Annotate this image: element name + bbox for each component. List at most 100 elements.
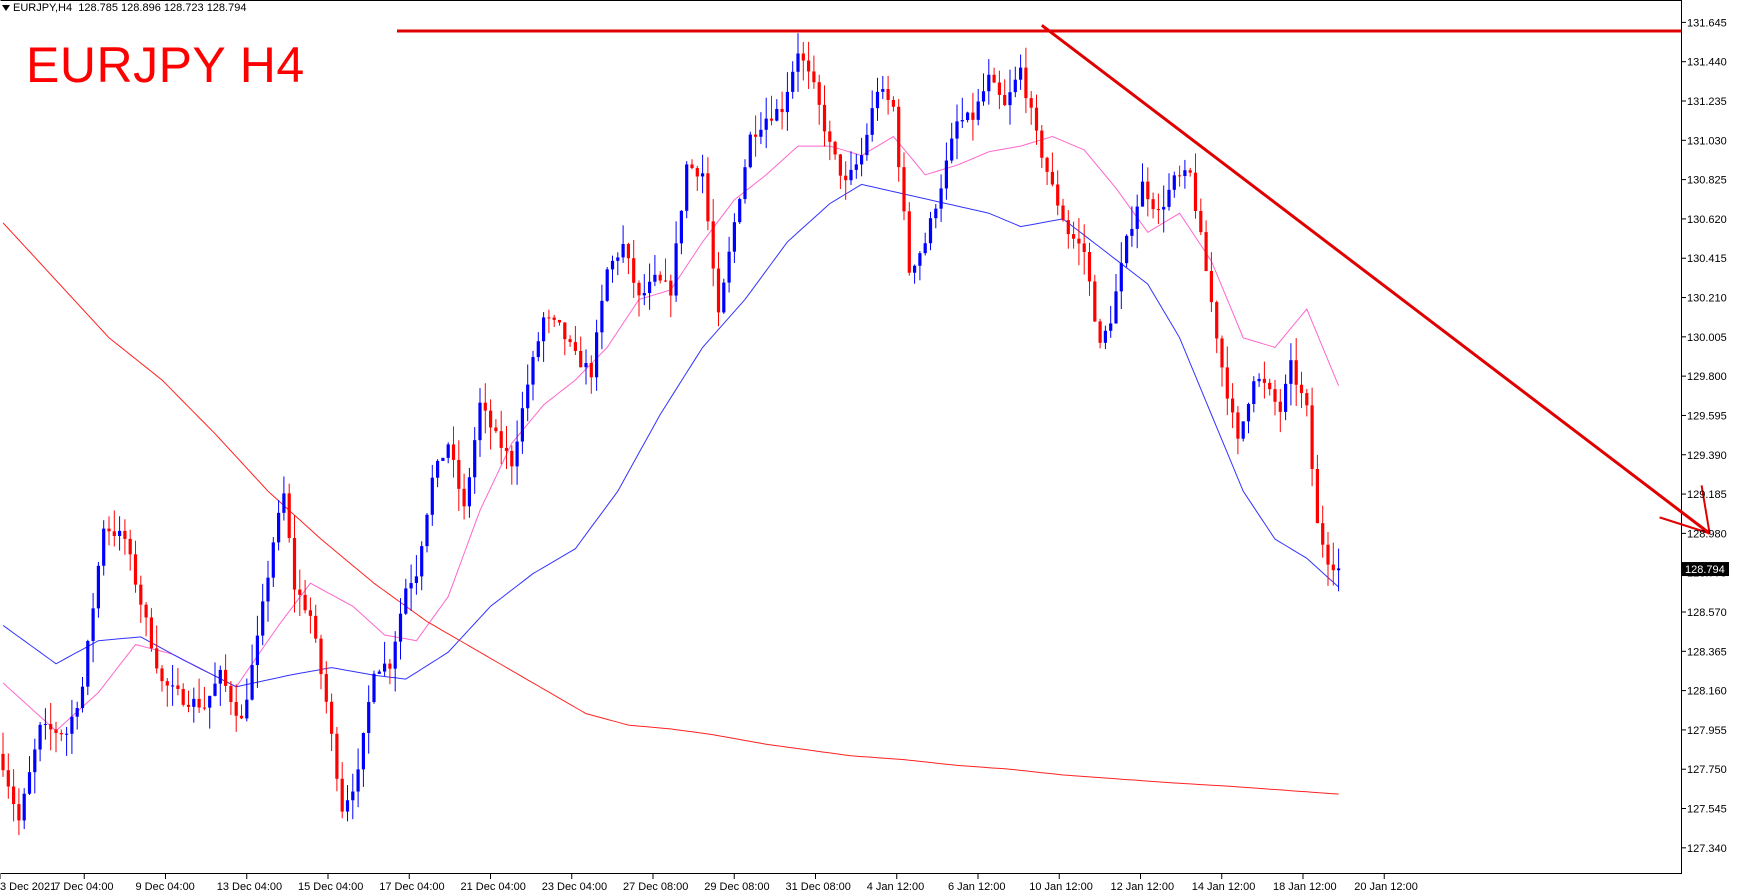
bull-candle bbox=[600, 300, 604, 333]
bear-candle bbox=[112, 531, 116, 536]
bull-candle bbox=[881, 89, 885, 92]
bull-candle bbox=[987, 74, 991, 92]
bull-candle bbox=[1246, 404, 1251, 422]
bear-candle bbox=[812, 71, 816, 83]
bear-candle bbox=[992, 74, 996, 83]
bear-candle bbox=[149, 617, 153, 649]
y-tick-label: 130.210 bbox=[1687, 293, 1727, 305]
bear-candle bbox=[716, 268, 721, 313]
bear-candle bbox=[155, 648, 159, 669]
bear-candle bbox=[229, 685, 233, 702]
bear-candle bbox=[1305, 393, 1309, 406]
bear-candle bbox=[107, 528, 111, 532]
bear-candle bbox=[388, 663, 392, 669]
bull-candle bbox=[918, 253, 922, 266]
bear-candle bbox=[807, 60, 811, 72]
bear-candle bbox=[626, 244, 630, 259]
bear-candle bbox=[711, 221, 715, 269]
bear-candle bbox=[1061, 205, 1065, 221]
bull-candle bbox=[425, 514, 429, 547]
bear-candle bbox=[780, 108, 784, 113]
x-tick-label: 27 Dec 08:00 bbox=[623, 881, 688, 893]
bull-candle bbox=[860, 155, 864, 165]
bull-candle bbox=[939, 188, 943, 209]
bear-candle bbox=[769, 118, 774, 121]
bull-candle bbox=[1337, 568, 1341, 571]
bear-candle bbox=[1034, 107, 1039, 131]
bull-candle bbox=[981, 91, 986, 102]
bull-candle bbox=[1289, 360, 1293, 384]
current-price-tag bbox=[1681, 562, 1729, 577]
bull-candle bbox=[473, 440, 477, 478]
bull-candle bbox=[955, 121, 959, 139]
chart-frame bbox=[0, 0, 1682, 874]
bull-candle bbox=[854, 164, 858, 170]
bull-candle bbox=[171, 685, 175, 687]
bear-candle bbox=[828, 131, 832, 142]
bull-candle bbox=[1019, 67, 1023, 80]
bear-candle bbox=[1087, 252, 1092, 282]
bull-candle bbox=[1103, 330, 1107, 343]
ma-line-2 bbox=[2, 222, 1339, 795]
bull-candle bbox=[1109, 323, 1113, 331]
x-tick-label: 29 Dec 08:00 bbox=[704, 881, 769, 893]
bull-candle bbox=[430, 477, 434, 515]
bull-candle bbox=[976, 101, 980, 120]
bull-candle bbox=[738, 199, 742, 223]
bear-candle bbox=[632, 258, 636, 283]
bull-candle bbox=[944, 160, 948, 189]
y-tick-label: 130.825 bbox=[1687, 175, 1727, 187]
bear-candle bbox=[833, 141, 837, 155]
bull-candle bbox=[1183, 170, 1187, 177]
bull-candle bbox=[642, 293, 646, 296]
bear-candle bbox=[563, 322, 567, 340]
y-tick-label: 127.340 bbox=[1687, 843, 1727, 855]
bear-candle bbox=[1, 753, 5, 771]
bull-candle bbox=[526, 384, 530, 409]
bull-candle bbox=[367, 702, 371, 734]
bull-candle bbox=[282, 493, 286, 513]
bull-candle bbox=[616, 257, 620, 261]
trend-drawings[interactable] bbox=[397, 24, 1711, 535]
y-tick-label: 129.800 bbox=[1687, 371, 1727, 383]
chart-title-overlay: EURJPY H4 bbox=[26, 37, 305, 93]
bear-candle bbox=[1156, 209, 1160, 211]
bear-candle bbox=[59, 732, 63, 735]
bull-candle bbox=[1257, 378, 1261, 382]
bull-candle bbox=[727, 251, 731, 283]
bear-candle bbox=[6, 770, 10, 787]
bull-candle bbox=[441, 457, 445, 461]
bull-candle bbox=[250, 665, 254, 700]
bull-candle bbox=[759, 129, 763, 137]
bear-candle bbox=[971, 112, 975, 120]
x-tick-label: 23 Dec 04:00 bbox=[542, 881, 607, 893]
bull-candle bbox=[520, 408, 524, 442]
dropdown-triangle-icon[interactable] bbox=[2, 5, 10, 12]
bull-candle bbox=[377, 671, 381, 674]
bull-candle bbox=[595, 332, 599, 378]
bear-candle bbox=[457, 459, 461, 489]
bull-candle bbox=[913, 265, 917, 273]
bull-candle bbox=[393, 641, 397, 669]
bear-candle bbox=[1045, 157, 1049, 172]
bull-candle bbox=[277, 512, 281, 543]
bull-candle bbox=[515, 441, 519, 467]
bull-candle bbox=[1119, 263, 1123, 292]
bull-candle bbox=[255, 635, 259, 666]
price-axis[interactable]: 131.645 131.440 131.235 131.030 130.825 130.6… bbox=[1681, 17, 1729, 855]
bear-candle bbox=[144, 604, 148, 618]
x-tick-label: 9 Dec 04:00 bbox=[135, 881, 194, 893]
bull-candle bbox=[38, 724, 42, 750]
bear-candle bbox=[1199, 211, 1203, 233]
bull-candle bbox=[542, 317, 546, 342]
bull-candle bbox=[86, 641, 90, 687]
bull-candle bbox=[208, 695, 212, 708]
bull-candle bbox=[791, 71, 795, 92]
bear-candle bbox=[1093, 281, 1097, 322]
bear-candle bbox=[573, 342, 577, 351]
y-tick-label: 130.415 bbox=[1687, 253, 1727, 265]
bear-candle bbox=[695, 168, 699, 177]
